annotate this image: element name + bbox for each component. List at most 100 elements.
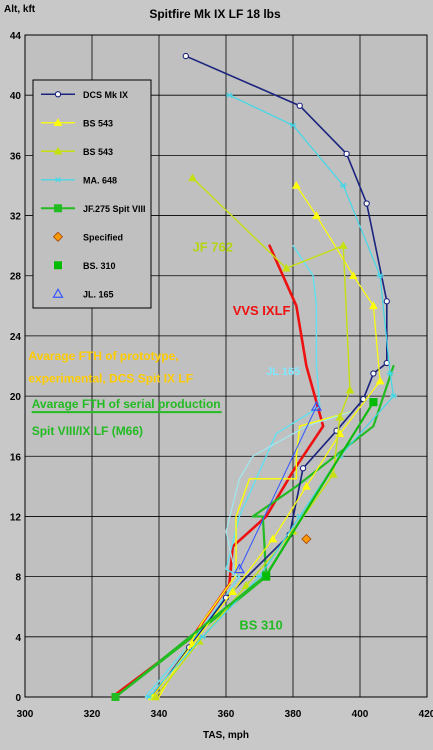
x-tick-label: 420 [419,709,433,720]
series-point [328,469,338,478]
series-point [188,173,197,182]
series [301,533,312,545]
series-point [369,398,378,407]
y-tick-label: 36 [10,151,22,162]
series-point [312,211,321,219]
annotation-label: VVS IXLF [233,303,291,318]
series-point [348,271,358,280]
y-tick-label: 44 [10,31,22,42]
series-point [268,534,278,543]
line-series [144,244,321,698]
legend-item: BS 543 [41,118,113,128]
legend-item: Specified [52,231,123,242]
x-tick-label: 360 [218,709,235,720]
legend-item: JF.275 Spit VIII [41,204,146,214]
series-point [335,412,345,421]
line-series [225,410,354,578]
series-point [52,288,64,298]
annotation-label: JF 762 [193,240,233,255]
series-point [281,263,291,272]
series-point [299,465,307,472]
legend-label: BS 543 [83,118,113,128]
x-tick-label: 300 [17,709,34,720]
annotation-label: Avarage FTH of serial production [32,397,221,411]
series-point [386,370,394,377]
x-tick-label: 340 [151,709,168,720]
series-point [375,376,385,385]
y-tick-label: 16 [10,452,22,463]
y-tick-label: 32 [10,212,22,223]
series-point [339,182,347,189]
x-axis-label: TAS, mph [203,730,249,741]
series-point [383,298,390,305]
chart-title: Spitfire Mk IX LF 18 lbs [149,7,281,21]
series-line [154,177,351,698]
series-point [376,272,384,279]
legend-box [32,79,152,309]
series [262,398,378,581]
legend: DCS Mk IX BS 543 BS 543 MA. 648 JF.275 Spit … [32,79,152,309]
series [147,180,385,701]
series-point [296,102,303,109]
axes: Spitfire Mk IX LF 18 lbs Alt, kft TAS, m… [4,4,433,741]
series-point [241,581,251,589]
series-line [144,244,321,698]
series-point [310,400,322,411]
y-tick-label: 40 [10,91,22,102]
annotations: JF 762 VVS IXLF JL 165 Avarage FTH of proto… [28,240,300,633]
annotation-label: experimental, DCS Spit IX LF [28,372,193,386]
series-point [182,52,189,60]
series-point [54,261,62,270]
series-point [262,572,271,581]
annotation-label: BS 310 [239,617,282,632]
series-point [338,241,348,249]
annotation-label: Spit VIII/IX LF (M66) [32,424,143,438]
legend-label: BS. 310 [83,261,116,271]
series-point [151,692,160,701]
series-point [228,587,238,595]
series-line [158,410,354,698]
series-point [390,393,397,399]
series-point [370,370,377,377]
series-point [233,563,245,574]
y-tick-label: 4 [15,633,21,644]
series-line [238,406,317,570]
x-tick-label: 380 [285,709,302,720]
series-point [145,694,153,700]
series-point [54,204,62,213]
y-tick-label: 20 [10,392,22,403]
y-tick-label: 8 [15,573,21,584]
legend-item: JL. 165 [52,288,114,299]
y-tick-label: 0 [15,693,21,704]
line-series [158,410,354,698]
series [233,400,322,574]
series-group [110,52,397,701]
legend-label: JL. 165 [83,289,114,299]
legend-item: BS 543 [41,146,113,157]
series-point [54,91,62,98]
annotation-label: Avarage FTH of prototype, [28,349,178,363]
series-point [301,533,312,545]
y-tick-label: 28 [10,272,22,283]
legend-item: DCS Mk IX [41,90,128,100]
legend-item: BS. 310 [54,261,116,271]
legend-label: JF.275 Spit VIII [83,204,146,214]
series-point [369,301,378,310]
series-point [343,150,350,158]
series-point [54,176,62,183]
legend-label: DCS Mk IX [83,90,128,100]
series-point [52,231,64,242]
series-point [53,118,63,127]
series-point [289,122,297,129]
x-tick-label: 400 [352,709,369,720]
series-line [225,410,354,578]
x-tick-label: 320 [84,709,101,720]
legend-item: MA. 648 [41,175,117,185]
series-point [199,634,207,640]
series-point [53,146,63,155]
series-line [265,401,374,578]
series-point [302,481,311,490]
legend-label: BS 543 [83,147,113,157]
series-point [345,385,355,394]
